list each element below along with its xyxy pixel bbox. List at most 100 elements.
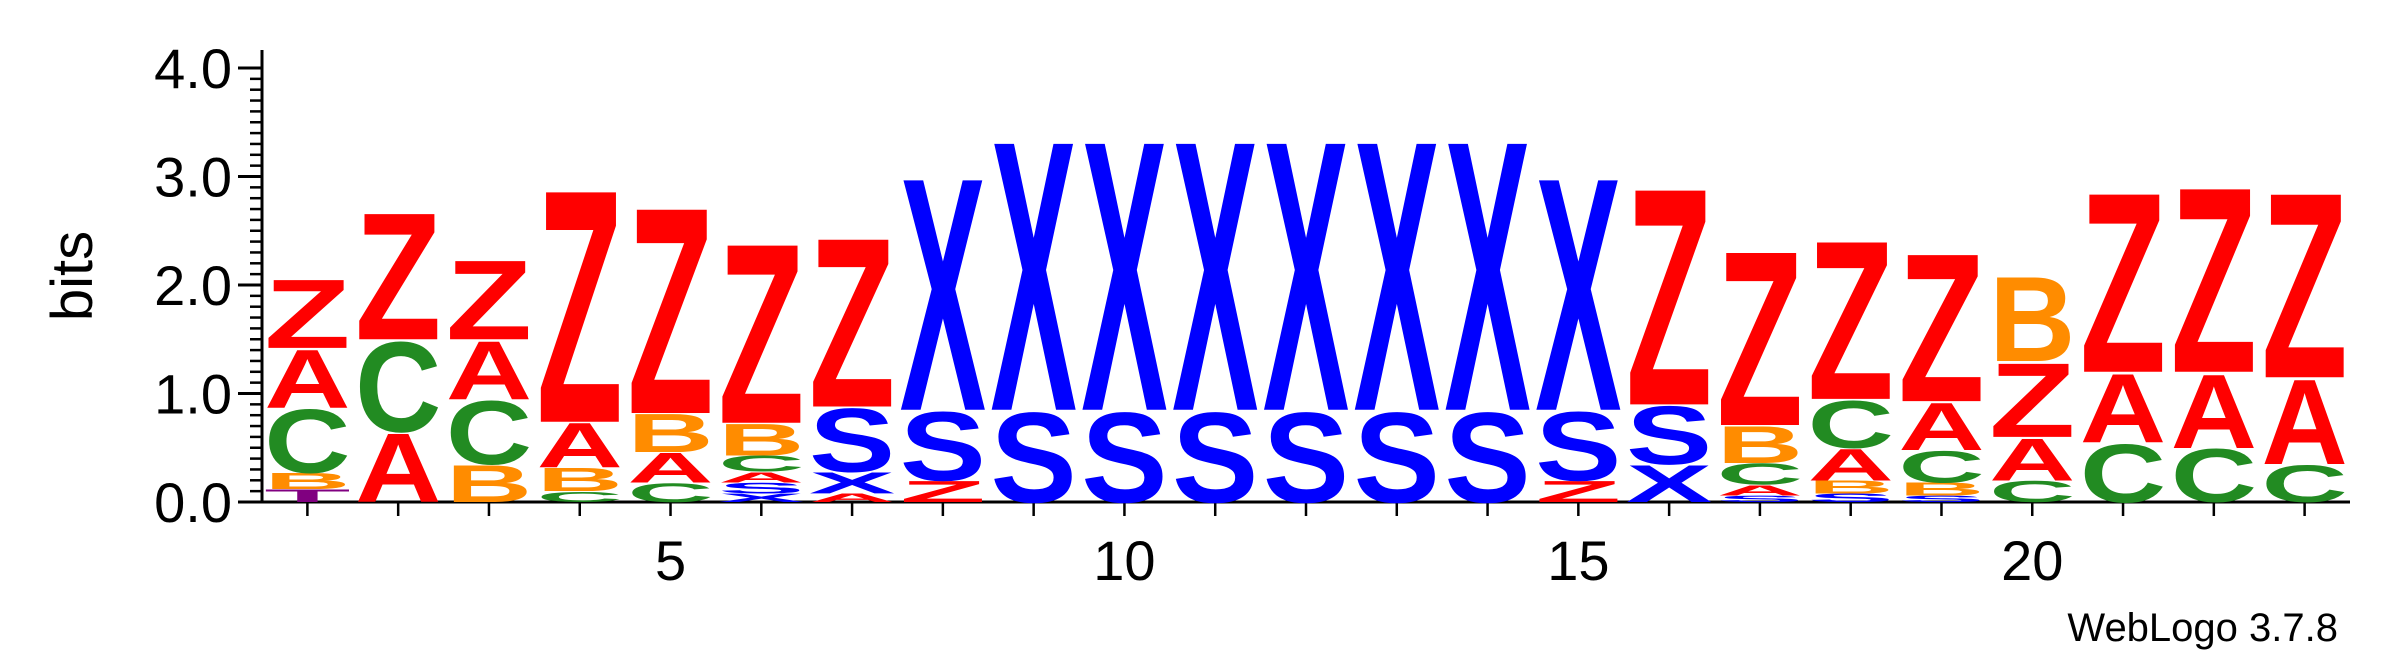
chart-axes: 0.0 1.0 2.0 3.0 4.0 5 10 15 20 bits xyxy=(40,37,2350,592)
logo-letter-x: X xyxy=(991,61,1078,493)
logo-letter-s: S xyxy=(900,392,986,502)
logo-letter-c: C xyxy=(355,316,441,459)
logo-letter-x: X xyxy=(1626,454,1712,513)
logo-letter-a: A xyxy=(264,332,350,425)
logo-letter-c: C xyxy=(1898,442,1984,493)
logo-letter-b: B xyxy=(1808,477,1894,497)
logo-letter-b: B xyxy=(264,469,350,494)
weblogo-credit: WebLogo 3.7.8 xyxy=(2067,606,2338,650)
y-major-ticks: 0.0 1.0 2.0 3.0 4.0 xyxy=(154,37,262,534)
logo-letter-s: S xyxy=(1898,494,1984,504)
x-tick-label: 5 xyxy=(655,529,686,592)
y-tick-label: 0.0 xyxy=(154,471,232,534)
logo-letter-z: Z xyxy=(264,259,350,369)
logo-letter-x: X xyxy=(1263,61,1350,493)
logo-letter-c: C xyxy=(1989,475,2075,509)
logo-letter-x: X xyxy=(900,108,986,481)
logo-letter-z: Z xyxy=(718,191,804,479)
logo-letter-c: C xyxy=(2080,427,2166,520)
logo-letter-b: B xyxy=(1989,252,2075,387)
logo-letter-z: Z xyxy=(2080,140,2166,428)
logo-letter-b: B xyxy=(1898,479,1984,499)
logo-column-2: ACZ xyxy=(355,176,441,523)
x-tick-label: 15 xyxy=(1547,529,1609,592)
logo-column-16: XSZ xyxy=(1626,125,1712,513)
logo-letter-z: Z xyxy=(1717,200,1803,480)
logo-letter-z: Z xyxy=(900,475,986,509)
logo-letter-s: S xyxy=(1444,386,1530,530)
logo-column-15: ZSX xyxy=(1535,108,1621,509)
logo-letter-z: Z xyxy=(1898,210,1984,447)
logo-letter-a: A xyxy=(446,324,532,417)
logo-letter-b: B xyxy=(1717,415,1803,475)
logo-letter-z: Z xyxy=(1808,195,1894,448)
logo-letter-c: C xyxy=(1808,386,1894,462)
logo-letter-a: A xyxy=(1989,426,2075,494)
logo-letter-a: A xyxy=(537,410,623,481)
logo-column-14: SX xyxy=(1444,61,1531,530)
logo-letter-x: X xyxy=(809,466,895,500)
logo-letter-c: C xyxy=(1717,458,1803,492)
logo-letter-s: S xyxy=(1263,386,1349,530)
logo-letter-c: C xyxy=(446,383,532,484)
logo-letter-b: B xyxy=(718,415,804,466)
logo-column-12: SX xyxy=(1263,61,1350,530)
logo-letter-a: A xyxy=(627,444,713,491)
logo-letter-z: Z xyxy=(2171,133,2257,429)
y-tick-label: 3.0 xyxy=(154,146,232,209)
logo-column-13: SX xyxy=(1354,61,1441,530)
logo-letter-s: S xyxy=(1172,386,1258,530)
logo-letter-s: S xyxy=(1535,392,1621,502)
logo-column-23: CAZ xyxy=(2261,139,2347,514)
x-tick-label: 20 xyxy=(2001,529,2063,592)
y-tick-label: 1.0 xyxy=(154,363,232,426)
logo-letter-c: C xyxy=(2261,454,2347,514)
logo-letter-a: A xyxy=(355,414,441,524)
logo-letter-c: C xyxy=(537,488,623,505)
logo-letter-s: S xyxy=(1717,494,1803,504)
logo-letter-a: A xyxy=(1898,388,1984,464)
logo-letter-x: X xyxy=(718,491,804,504)
logo-column-10: SX xyxy=(1081,61,1168,530)
x-ticks: 5 10 15 20 xyxy=(306,502,2306,592)
logo-letter-a: A xyxy=(809,491,895,505)
y-tick-label: 2.0 xyxy=(154,254,232,317)
logo-letter-z: Z xyxy=(355,176,441,378)
logo-letter-b: B xyxy=(537,461,623,498)
logo-letter-z: Z xyxy=(627,146,713,477)
logo-letter-s: S xyxy=(1808,491,1894,504)
logo-letter-s: S xyxy=(718,480,804,497)
logo-letter-b: B xyxy=(446,454,532,514)
logo-column-22: CAZ xyxy=(2171,133,2257,518)
y-tick-label: 4.0 xyxy=(154,37,232,100)
logo-letter-s: S xyxy=(1626,390,1712,483)
logo-letter-a: A xyxy=(718,469,804,486)
logo-column-8: ZSX xyxy=(900,108,986,509)
logo-letter-x: X xyxy=(1081,61,1168,493)
logo-letter-s: S xyxy=(991,386,1077,530)
logo-letter-a: A xyxy=(2080,354,2166,464)
logo-column-9: SX xyxy=(991,61,1078,530)
logo-letter-a: A xyxy=(2261,355,2347,490)
logo-letter-x: X xyxy=(1172,61,1259,493)
logo-letter-c: C xyxy=(2171,434,2257,519)
logo-letter-x: X xyxy=(1535,108,1621,481)
logo-letter-z: Z xyxy=(537,121,623,493)
logo-letter-z: Z xyxy=(446,237,532,364)
logo-letter-c: C xyxy=(264,391,350,492)
logo-letter-t: T xyxy=(264,486,350,506)
logo-letter-x: X xyxy=(1354,61,1441,493)
logo-letter-s: S xyxy=(809,389,895,491)
